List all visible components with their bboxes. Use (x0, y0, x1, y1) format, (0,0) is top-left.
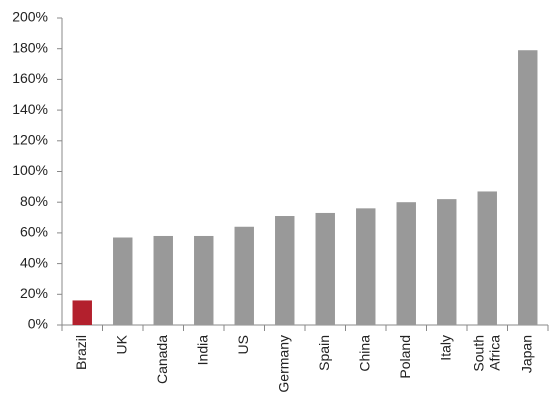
bar (234, 226, 254, 325)
y-tick-label: 80% (20, 193, 48, 209)
y-tick-label: 140% (12, 101, 48, 117)
bar (477, 191, 497, 325)
x-tick-label: UK (113, 334, 129, 354)
x-tick-label: SouthAfrica (470, 335, 502, 372)
x-tick-label: China (356, 335, 372, 372)
y-tick-label: 200% (12, 9, 48, 25)
bar (356, 208, 376, 325)
x-tick-label: Poland (397, 335, 413, 379)
y-tick-label: 0% (28, 316, 48, 332)
bar (518, 50, 538, 326)
y-tick-label: 40% (20, 254, 48, 270)
bar (275, 216, 295, 325)
y-tick-label: 100% (12, 162, 48, 178)
bar (72, 300, 92, 325)
bar (315, 212, 335, 325)
x-tick-label: Italy (437, 335, 453, 361)
bar (113, 237, 133, 325)
bar (437, 199, 457, 325)
x-tick-label: Canada (154, 335, 170, 384)
bar (396, 202, 416, 325)
x-tick-label: Germany (275, 335, 291, 393)
x-tick-label: Brazil (73, 335, 89, 370)
y-tick-label: 20% (20, 285, 48, 301)
x-tick-label: India (194, 335, 210, 366)
y-tick-label: 120% (12, 132, 48, 148)
x-tick-label: Spain (316, 335, 332, 371)
x-tick-label: US (235, 335, 251, 354)
y-tick-label: 60% (20, 224, 48, 240)
y-tick-label: 160% (12, 70, 48, 86)
bar (194, 235, 214, 325)
y-tick-label: 180% (12, 39, 48, 55)
x-tick-label: Japan (518, 335, 534, 373)
bar (153, 235, 173, 325)
